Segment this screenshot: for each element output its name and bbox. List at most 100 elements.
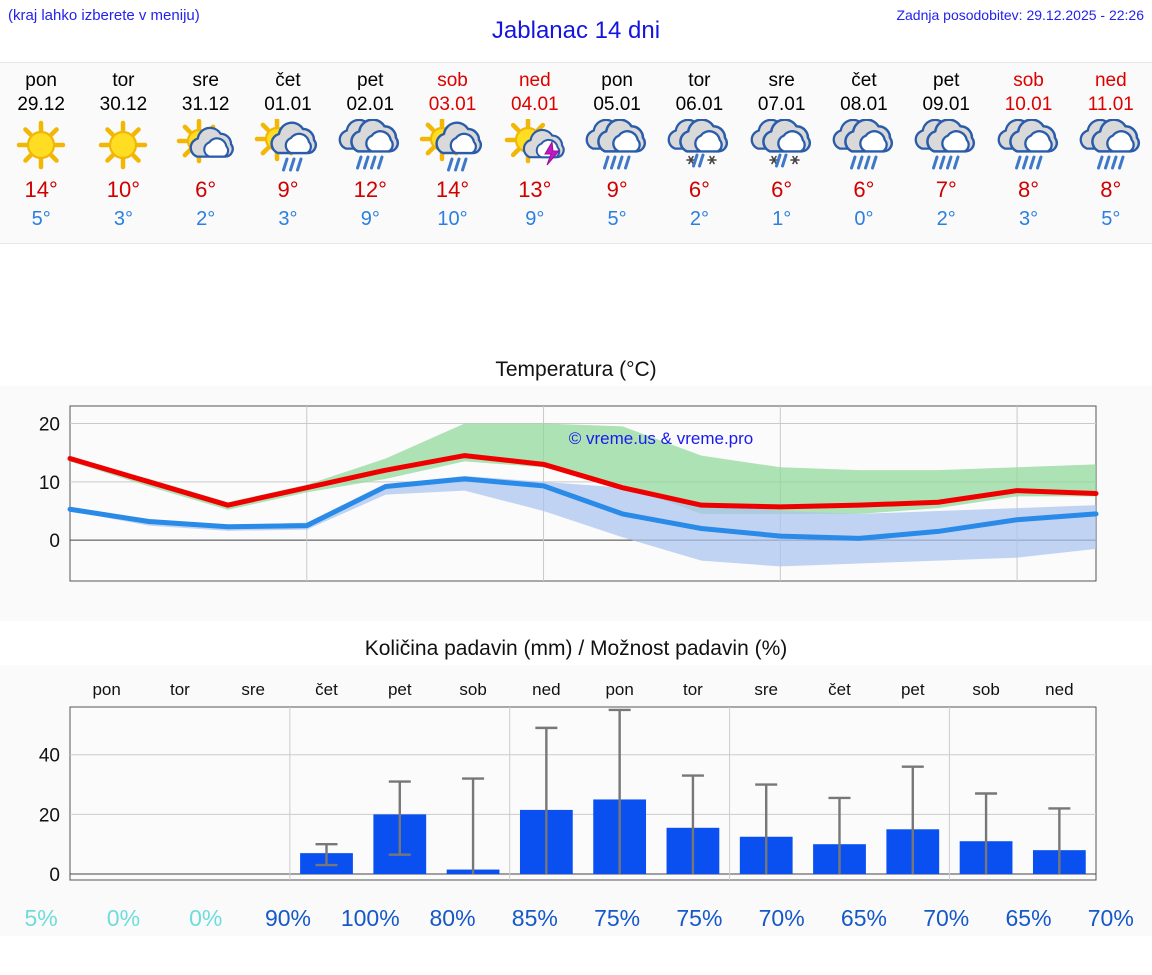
svg-text:sob: sob (459, 680, 486, 699)
max-temperature-value: 13° (518, 177, 552, 202)
svg-text:40: 40 (39, 746, 60, 767)
day-date-label: 08.01 (840, 94, 888, 115)
sun-icon (6, 119, 76, 175)
max-temperature-value: 10° (106, 177, 141, 202)
cloud-rain-icon (829, 119, 899, 175)
day-date-label: 04.01 (511, 94, 559, 115)
forecast-day-column[interactable]: čet 08.01 6° 0° (823, 63, 905, 243)
max-temperature-value: 6° (771, 177, 793, 202)
precipitation-probability-label: 85% (511, 905, 558, 931)
sun-cloud-icon (171, 119, 241, 175)
forecast-day-column[interactable]: pet 02.01 12° 9° (329, 63, 411, 243)
day-date-label: 06.01 (675, 94, 724, 115)
day-of-week-label: pon (25, 70, 57, 91)
precipitation-chart-title: Količina padavin (mm) / Možnost padavin … (0, 631, 1152, 665)
sun-cloud-thunder-icon (500, 119, 570, 175)
forecast-day-column[interactable]: sob 10.01 8° 3° (987, 63, 1069, 243)
temperature-chart-block: Temperatura (°C) 0 10 20 © vreme.us & vreme… (0, 352, 1152, 621)
min-temperature-value: 1° (772, 208, 792, 230)
day-date-label: 07.01 (757, 94, 806, 115)
svg-text:0: 0 (49, 531, 60, 552)
spacer-gap (0, 244, 1152, 352)
min-temperature-value: 5° (1101, 208, 1121, 230)
day-date-label: 09.01 (922, 94, 970, 115)
max-temperature-value: 6° (688, 177, 710, 202)
min-temperature-value: 0° (854, 208, 874, 230)
min-temperature-value: 3° (278, 208, 298, 230)
max-temperature-value: 9° (606, 177, 628, 202)
svg-text:pet: pet (388, 680, 412, 699)
day-date-label: 01.01 (264, 94, 312, 115)
day-date-label: 11.01 (1087, 94, 1134, 115)
day-of-week-label: sre (192, 70, 219, 91)
precipitation-probability-label: 100% (340, 905, 400, 931)
cloud-rain-icon (911, 119, 981, 175)
forecast-day-column[interactable]: tor 06.01 6° 2° (658, 63, 740, 243)
precipitation-probability-label: 0% (106, 905, 141, 931)
cloud-sleet-icon (747, 119, 817, 175)
max-temperature-value: 14° (24, 177, 58, 202)
precipitation-probability-label: 70% (758, 905, 805, 931)
forecast-day-column[interactable]: čet 01.01 9° 3° (247, 63, 329, 243)
day-date-label: 03.01 (428, 94, 477, 115)
day-of-week-label: čet (275, 70, 301, 91)
svg-text:pon: pon (605, 680, 633, 699)
sun-cloud-rain-icon (418, 119, 488, 175)
day-of-week-label: pet (933, 70, 960, 91)
day-of-week-label: čet (851, 70, 877, 91)
forecast-day-column[interactable]: sob 03.01 14° 10° (411, 63, 493, 243)
max-temperature-value: 6° (853, 177, 875, 202)
svg-text:tor: tor (683, 680, 703, 699)
precipitation-probability-label: 70% (1087, 905, 1134, 931)
forecast-day-column[interactable]: pon 05.01 9° 5° (576, 63, 658, 243)
svg-text:sob: sob (972, 680, 999, 699)
forecast-day-column[interactable]: sre 07.01 6° 1° (741, 63, 823, 243)
day-of-week-label: sob (1013, 70, 1044, 91)
day-date-label: 29.12 (17, 94, 65, 115)
day-of-week-label: sob (437, 70, 468, 91)
precipitation-probability-label: 65% (840, 905, 887, 931)
day-date-label: 05.01 (593, 94, 641, 115)
precipitation-probability-label: 65% (1005, 905, 1052, 931)
min-temperature-value: 2° (196, 208, 216, 230)
day-of-week-label: ned (1094, 70, 1127, 91)
svg-text:tor: tor (170, 680, 190, 699)
precipitation-chart: pon tor sre čet pet sob ned pon tor sre čet pet sob n… (39, 680, 1097, 886)
svg-text:pon: pon (92, 680, 120, 699)
svg-text:© vreme.us & vreme.pro: © vreme.us & vreme.pro (569, 429, 753, 448)
precipitation-probability-label: 70% (923, 905, 970, 931)
max-temperature-value: 12° (353, 177, 387, 202)
last-update-text: Zadnja posodobitev: 29.12.2025 - 22:26 (896, 7, 1144, 23)
max-temperature-value: 9° (277, 177, 299, 202)
sun-cloud-rain-icon (253, 119, 323, 175)
day-of-week-label: ned (518, 70, 551, 91)
svg-text:20: 20 (39, 415, 60, 436)
min-temperature-value: 3° (1018, 208, 1039, 230)
forecast-day-column[interactable]: ned 11.01 8° 5° (1070, 63, 1152, 243)
min-temperature-value: 9° (525, 208, 545, 230)
forecast-day-column[interactable]: ned 04.01 13° 9° (494, 63, 576, 243)
cloud-sleet-icon (664, 119, 734, 175)
temperature-chart: 0 10 20 © vreme.us & vreme.pro (39, 405, 1099, 582)
precipitation-probability-row: 5% 0% 0% 90% 100% 80% 85% 75% 75% 70% 65% 70% 65% 70% (0, 905, 1152, 936)
spacer-gap-2 (0, 621, 1152, 631)
svg-text:sre: sre (241, 680, 265, 699)
max-temperature-value: 14° (435, 177, 470, 202)
forecast-day-column[interactable]: pet 09.01 7° 2° (905, 63, 987, 243)
day-of-week-label: sre (768, 70, 795, 91)
svg-text:sre: sre (754, 680, 778, 699)
forecast-day-column[interactable]: tor 30.12 10° 3° (82, 63, 164, 243)
forecast-day-column[interactable]: sre 31.12 6° 2° (165, 63, 247, 243)
min-temperature-value: 5° (607, 208, 627, 230)
svg-text:0: 0 (49, 865, 60, 886)
forecast-day-column[interactable]: pon 29.12 14° 5° (0, 63, 82, 243)
min-temperature-value: 3° (113, 208, 133, 230)
day-date-label: 10.01 (1004, 94, 1053, 115)
day-date-label: 31.12 (181, 94, 230, 115)
max-temperature-value: 8° (1100, 177, 1122, 202)
cloud-rain-icon (1076, 119, 1146, 175)
max-temperature-value: 6° (195, 177, 217, 202)
cloud-rain-icon (994, 119, 1064, 175)
min-temperature-value: 5° (31, 208, 51, 230)
